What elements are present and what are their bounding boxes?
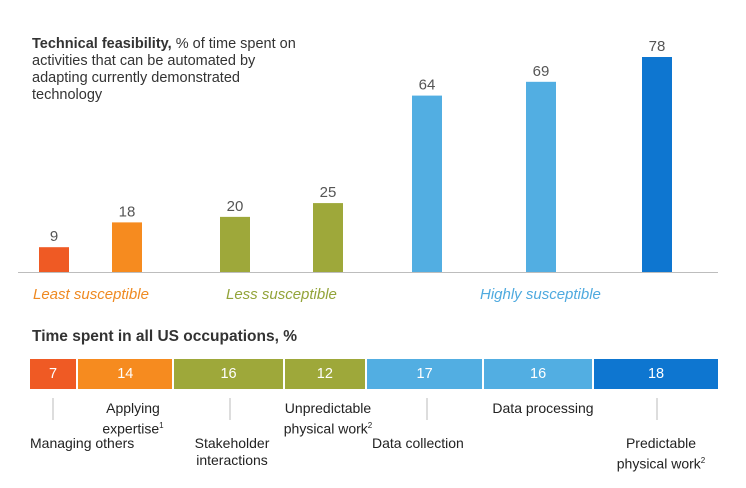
bar: [112, 222, 142, 272]
occupations-title: Time spent in all US occupations, %: [32, 328, 297, 345]
chart-title: Technical feasibility, % of time spent o…: [32, 36, 302, 104]
label-data-collection: Data collection: [372, 435, 464, 451]
label-data-processing: Data processing: [492, 400, 594, 416]
label-predictable-physical-work: Predictable physical work2: [616, 435, 706, 472]
bar: [39, 247, 69, 272]
group-label-highly: Highly susceptible: [480, 286, 601, 303]
bar: [220, 216, 250, 272]
chart-title-rest: % of time spent on activities that can b…: [32, 36, 296, 103]
label-applying-expertise: Applying expertise1: [102, 400, 164, 437]
bar: [526, 81, 556, 272]
occupation-segment: 16: [174, 359, 285, 389]
label-managing-others: Managing others: [30, 435, 135, 451]
occupation-segment: 12: [284, 359, 368, 389]
bar: [313, 203, 343, 272]
bar-value-label: 69: [533, 63, 550, 80]
occupation-segment: 7: [30, 359, 79, 389]
group-label-less: Less susceptible: [226, 286, 337, 303]
bar: [642, 57, 672, 272]
label-stakeholder-interactions: Stakeholder interactions: [194, 435, 270, 468]
label-unpredictable-physical-work: Unpredictable physical work2: [283, 400, 373, 437]
bar-value-label: 64: [419, 77, 436, 94]
bar-value-label: 78: [649, 38, 666, 55]
bar: [412, 95, 442, 272]
occupation-segment: 18: [594, 359, 718, 389]
bar-value-label: 25: [320, 184, 337, 201]
group-label-least: Least susceptible: [33, 286, 149, 303]
bar-value-label: 20: [227, 198, 244, 215]
chart-title-bold: Technical feasibility,: [32, 36, 172, 52]
occupation-stacked-bar: 7 14 16 12 17 16 18: [30, 359, 718, 389]
bar-value-label: 18: [119, 203, 136, 220]
bar-value-label: 9: [50, 228, 58, 245]
occupation-segment: 16: [484, 359, 595, 389]
occupation-segment: 14: [78, 359, 175, 389]
occupation-segment: 17: [367, 359, 485, 389]
